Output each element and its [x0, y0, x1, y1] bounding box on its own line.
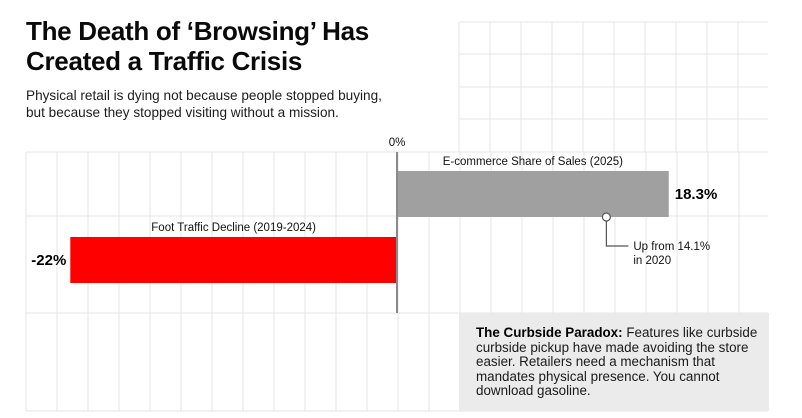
callout-line-2: curbside pickup have made avoiding the s…: [476, 339, 749, 355]
bar-foot-traffic-decline: [70, 237, 398, 283]
callout-line-5: download gasoline.: [476, 383, 591, 399]
callout-text-1: Features like curbside: [622, 325, 758, 340]
annotation: Up from 14.1% in 2020: [601, 212, 710, 267]
value-label-ecommerce: 18.3%: [675, 186, 718, 203]
callout-line-1: The Curbside Paradox: Features like curb…: [476, 325, 769, 341]
bar-ecommerce-share: [397, 171, 669, 217]
page-subtitle: Physical retail is dying not because peo…: [26, 87, 382, 121]
page-title: The Death of ‘Browsing’ Has Created a Tr…: [26, 16, 369, 76]
curbside-paradox-callout: The Curbside Paradox: Features like curb…: [459, 313, 769, 411]
page-subtitle-line-1: Physical retail is dying not because peo…: [26, 88, 382, 103]
page-subtitle-line-2: but because they stopped visiting withou…: [26, 105, 339, 120]
bars: [70, 171, 669, 283]
page-title-line-1: The Death of ‘Browsing’ Has: [26, 16, 369, 46]
category-label-ecommerce: E-commerce Share of Sales (2025): [443, 156, 623, 168]
zero-axis-label: 0%: [389, 137, 406, 149]
callout-heading: The Curbside Paradox:: [476, 325, 623, 340]
page-title-line-2: Created a Traffic Crisis: [26, 46, 303, 76]
annotation-text-line-1: Up from 14.1%: [633, 241, 710, 253]
category-label-foot-traffic: Foot Traffic Decline (2019-2024): [151, 222, 316, 234]
annotation-text-line-2: in 2020: [633, 255, 671, 267]
callout-line-3: easier. Retailers need a mechanism that: [476, 354, 715, 370]
value-label-foot-traffic: -22%: [31, 252, 66, 269]
callout-line-4: mandates physical presence. You cannot: [476, 368, 720, 384]
annotation-marker: [601, 212, 611, 222]
annotation-leader-line: [605, 221, 629, 247]
